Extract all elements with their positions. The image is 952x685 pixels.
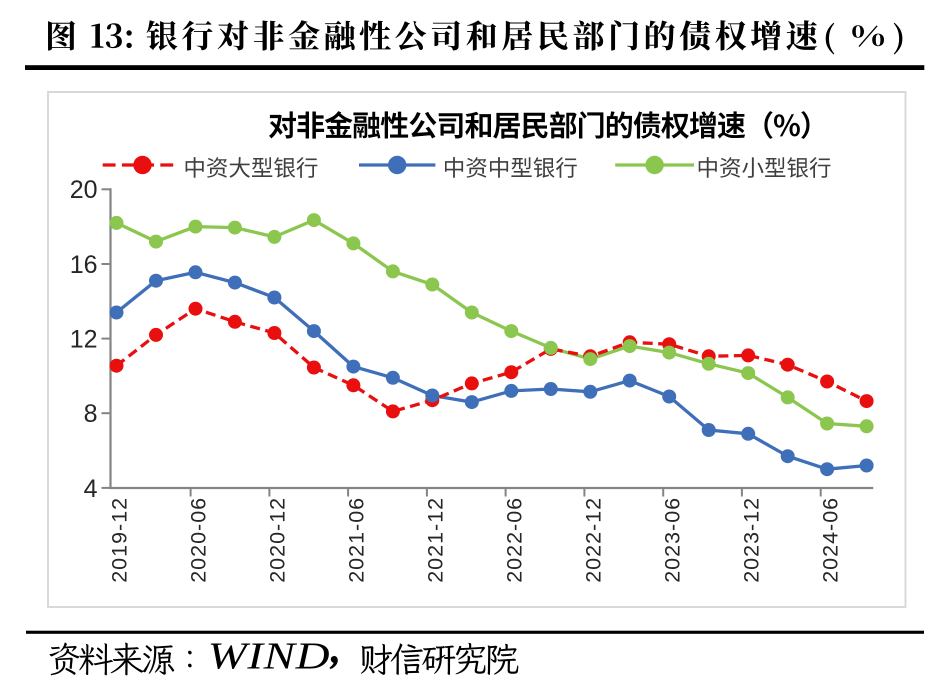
- svg-text:20: 20: [70, 176, 98, 204]
- svg-text:2024-06: 2024-06: [819, 497, 843, 583]
- svg-text:WIND: WIND: [208, 635, 331, 677]
- svg-text:2021-06: 2021-06: [345, 497, 369, 583]
- svg-text:2022-12: 2022-12: [582, 497, 606, 583]
- svg-text:2020-12: 2020-12: [266, 497, 290, 583]
- svg-text:2023-12: 2023-12: [740, 497, 764, 583]
- svg-text:2022-06: 2022-06: [503, 497, 527, 583]
- svg-text:2023-06: 2023-06: [661, 497, 685, 583]
- svg-text:2020-06: 2020-06: [187, 497, 211, 583]
- svg-text:16: 16: [70, 251, 98, 279]
- svg-text:8: 8: [84, 400, 98, 428]
- svg-text:2019-12: 2019-12: [108, 497, 132, 583]
- svg-text:4: 4: [84, 475, 98, 503]
- svg-text:2021-12: 2021-12: [424, 497, 448, 583]
- svg-text:12: 12: [70, 326, 98, 354]
